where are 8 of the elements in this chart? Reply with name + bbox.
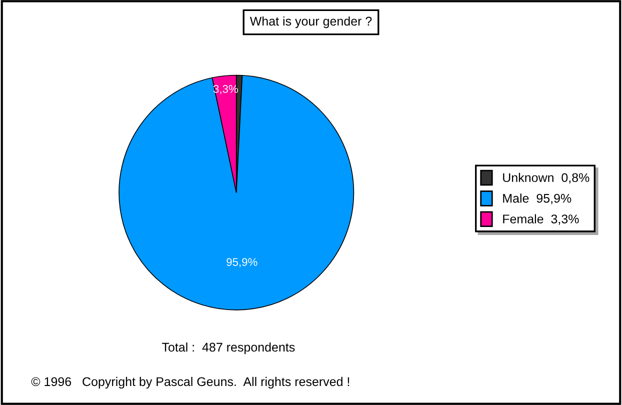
legend-label: Male 95,9% (503, 194, 572, 204)
chart-title: What is your gender ? (250, 16, 372, 28)
data-label: 95,9% (226, 258, 258, 268)
legend-label: Female 3,3% (503, 214, 579, 225)
text: © 1996 Copyright by Pascal Geuns. All rights reserved ! (31, 376, 350, 389)
pie-slice (118, 74, 354, 310)
text: Total : 487 respondents (162, 342, 295, 354)
legend-label: Unknown 0,8% (503, 172, 590, 184)
